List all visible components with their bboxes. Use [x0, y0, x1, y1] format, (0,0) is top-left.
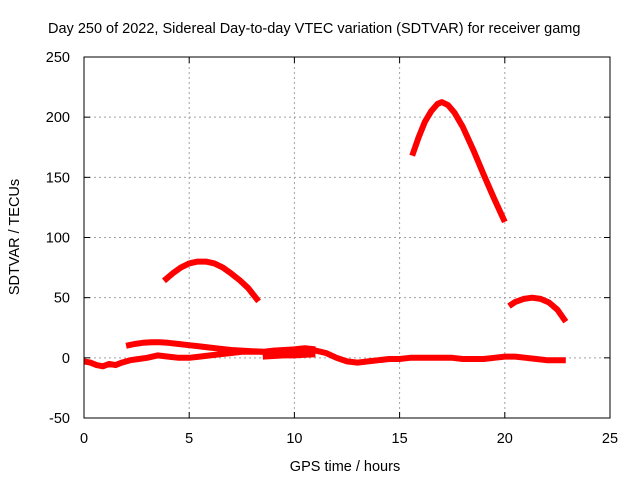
axis-ticks: 0 5 10 15 20 25 -50 0 50 100 150 200 250	[46, 50, 618, 447]
series-line-baseline-lower	[262, 351, 316, 360]
y-tick-label: 200	[46, 110, 70, 126]
x-tick-label: 25	[602, 431, 618, 447]
y-tick-label: 150	[46, 170, 70, 186]
series-line-baseline	[83, 347, 566, 370]
x-tick-label: 20	[497, 431, 513, 447]
y-axis-label: SDTVAR / TECUs	[7, 179, 23, 295]
x-tick-label: 5	[185, 431, 193, 447]
series-group	[83, 99, 569, 370]
series-line-arc-c	[507, 294, 569, 324]
y-tick-label: 100	[46, 231, 70, 247]
series-line-arc-a	[162, 258, 261, 304]
plot-frame	[83, 56, 611, 419]
y-tick-label: 250	[46, 50, 70, 66]
x-tick-label: 15	[392, 431, 408, 447]
y-tick-label: 50	[54, 291, 70, 307]
y-tick-label: 0	[62, 351, 70, 367]
x-tick-label: 10	[286, 431, 302, 447]
series-line-arc-b	[409, 99, 508, 224]
x-tick-label: 0	[80, 431, 88, 447]
y-tick-label: -50	[49, 411, 70, 427]
chart-title: Day 250 of 2022, Sidereal Day-to-day VTE…	[48, 21, 580, 37]
x-axis-label: GPS time / hours	[290, 459, 400, 475]
series-line-baseline-upper	[262, 345, 316, 355]
